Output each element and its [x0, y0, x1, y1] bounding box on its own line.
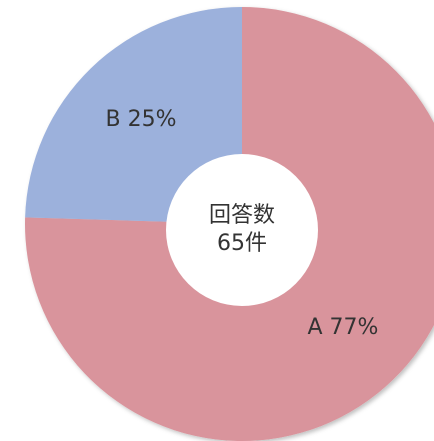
value-label: 25% [128, 107, 177, 132]
value-label: 77% [330, 315, 379, 340]
slice-label: B 25% [106, 107, 177, 132]
category-name: B [106, 107, 121, 132]
slice-label: A 77% [307, 315, 378, 340]
donut-hole [166, 154, 318, 306]
category-name: A [307, 315, 322, 340]
center-label: 回答数 [209, 203, 275, 228]
slice [25, 7, 242, 224]
center-label: 65件 [217, 231, 267, 256]
